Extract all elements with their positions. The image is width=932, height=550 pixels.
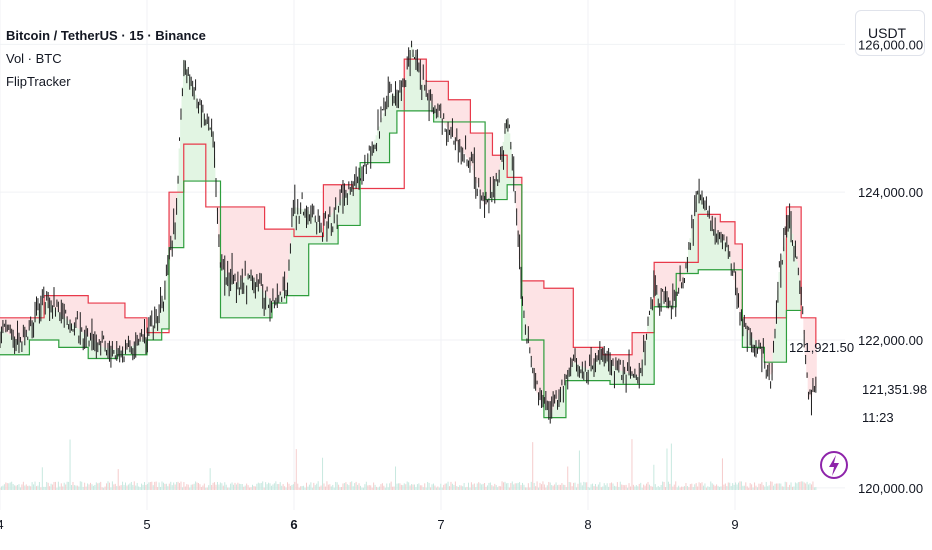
current-price-label: 121,351.98 [862, 382, 927, 397]
fliptracker-indicator-label[interactable]: FlipTracker [6, 74, 71, 89]
x-tick-label: 6 [290, 517, 297, 532]
price-tick-label: 124,000.00 [858, 185, 923, 200]
x-tick-label: 8 [584, 517, 591, 532]
x-tick-label: 7 [437, 517, 444, 532]
price-tick-label: 122,000.00 [858, 333, 923, 348]
chart-legend: Bitcoin / TetherUS · 15 · Binance Vol · … [6, 24, 206, 93]
symbol-title[interactable]: Bitcoin / TetherUS · 15 · Binance [6, 28, 206, 43]
price-tick-label: 126,000.00 [858, 37, 923, 52]
currency-button[interactable]: USDT [855, 10, 925, 56]
price-tick-label: 120,000.00 [858, 481, 923, 496]
x-tick-label: 5 [143, 517, 150, 532]
countdown-label: 11:23 [862, 410, 894, 425]
flip-value-label: 121,921.50 [789, 340, 854, 355]
x-tick-label: 9 [731, 517, 738, 532]
lightning-icon[interactable] [820, 451, 848, 479]
volume-indicator-label[interactable]: Vol · BTC [6, 51, 62, 66]
x-tick-label: 4 [0, 517, 4, 532]
resistance-line [0, 58, 817, 356]
